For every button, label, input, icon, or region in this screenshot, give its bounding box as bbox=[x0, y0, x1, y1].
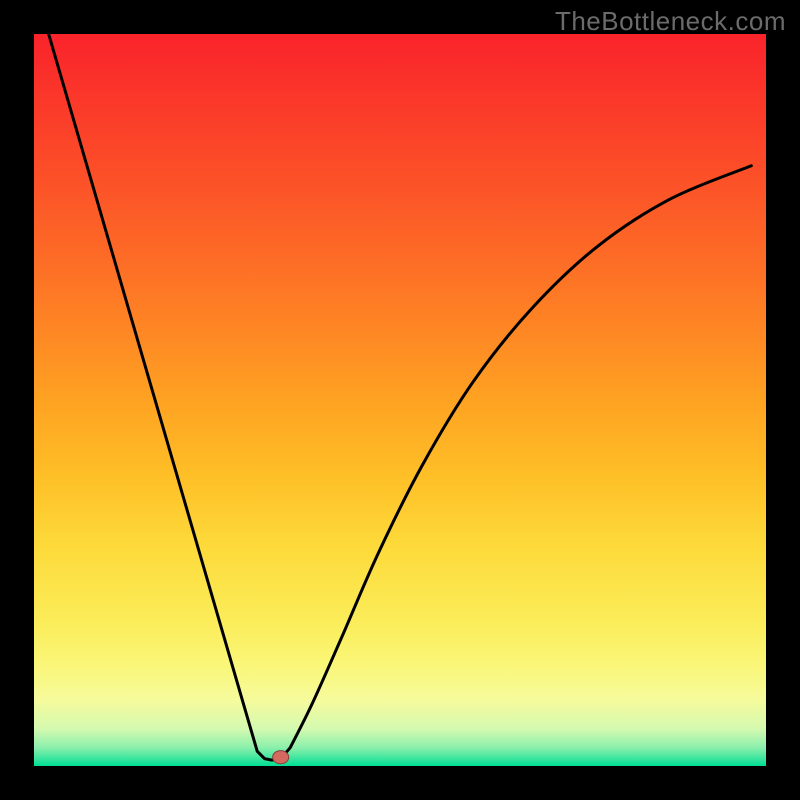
bottleneck-chart bbox=[34, 34, 766, 766]
chart-svg bbox=[34, 34, 766, 766]
watermark-label: TheBottleneck.com bbox=[555, 6, 786, 37]
gradient-background bbox=[34, 34, 766, 766]
optimal-point-marker bbox=[273, 751, 289, 764]
